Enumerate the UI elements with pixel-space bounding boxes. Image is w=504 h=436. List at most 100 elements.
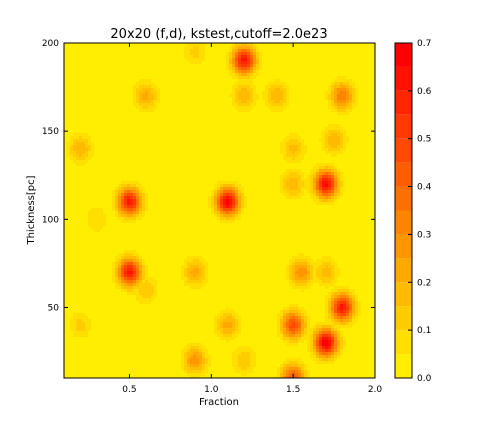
heat-cell (229, 76, 232, 79)
heat-cell (304, 136, 307, 139)
heat-cell (169, 58, 172, 61)
heat-cell (217, 157, 220, 160)
heat-cell (85, 100, 88, 103)
heat-cell (226, 91, 229, 94)
heat-cell (271, 49, 274, 52)
heat-cell (154, 73, 157, 76)
heat-cell (220, 112, 223, 115)
heat-cell (337, 109, 340, 112)
heat-cell (250, 142, 253, 145)
heat-cell (364, 139, 367, 142)
heat-cell (304, 88, 307, 91)
heat-cell (226, 70, 229, 73)
heat-cell (106, 109, 109, 112)
heat-cell (244, 85, 247, 88)
heat-cell (301, 46, 304, 49)
heat-cell (226, 46, 229, 49)
heat-cell (313, 124, 316, 127)
heat-cell (136, 160, 139, 163)
heat-cell (154, 169, 157, 172)
heat-cell (295, 163, 298, 166)
heat-cell (364, 160, 367, 163)
heat-cell (115, 154, 118, 157)
heat-cell (64, 148, 67, 151)
heat-cell (316, 142, 319, 145)
heat-cell (139, 88, 142, 91)
heat-cell (295, 97, 298, 100)
heat-cell (166, 151, 169, 154)
heat-cell (295, 106, 298, 109)
heat-cell (148, 139, 151, 142)
heat-cell (301, 43, 304, 46)
heat-cell (121, 70, 124, 73)
heat-cell (166, 169, 169, 172)
heat-cell (73, 184, 76, 187)
heat-cell (310, 163, 313, 166)
heat-cell (196, 160, 199, 163)
heat-cell (301, 67, 304, 70)
heat-cell (370, 184, 373, 187)
heat-cell (118, 142, 121, 145)
heat-cell (85, 139, 88, 142)
heat-cell (271, 178, 274, 181)
heat-cell (79, 184, 82, 187)
heat-cell (349, 112, 352, 115)
heat-cell (304, 112, 307, 115)
heat-cell (325, 166, 328, 169)
heat-cell (205, 127, 208, 130)
heat-cell (241, 127, 244, 130)
heat-cell (304, 184, 307, 187)
heat-cell (355, 79, 358, 82)
heat-cell (301, 79, 304, 82)
heat-cell (328, 43, 331, 46)
heat-cell (259, 76, 262, 79)
heat-cell (271, 70, 274, 73)
heat-cell (229, 109, 232, 112)
heat-cell (88, 91, 91, 94)
heat-cell (175, 148, 178, 151)
heat-cell (265, 46, 268, 49)
heat-cell (289, 157, 292, 160)
heat-cell (163, 52, 166, 55)
heat-cell (145, 157, 148, 160)
heat-cell (184, 73, 187, 76)
heat-cell (169, 55, 172, 58)
heat-cell (241, 46, 244, 49)
heat-cell (199, 58, 202, 61)
heat-cell (337, 103, 340, 106)
heat-cell (217, 169, 220, 172)
heat-cell (118, 169, 121, 172)
heat-cell (100, 148, 103, 151)
heat-cell (328, 166, 331, 169)
heat-cell (148, 85, 151, 88)
heat-cell (64, 139, 67, 142)
heat-cell (340, 127, 343, 130)
heat-cell (208, 157, 211, 160)
heat-cell (247, 70, 250, 73)
heat-cell (88, 100, 91, 103)
heat-cell (136, 178, 139, 181)
heat-cell (94, 73, 97, 76)
heat-cell (268, 46, 271, 49)
heat-cell (205, 76, 208, 79)
heat-cell (364, 88, 367, 91)
heat-cell (211, 172, 214, 175)
heat-cell (118, 157, 121, 160)
heat-cell (259, 130, 262, 133)
heat-cell (166, 106, 169, 109)
heat-cell (79, 121, 82, 124)
heat-cell (106, 70, 109, 73)
heat-cell (313, 106, 316, 109)
heat-cell (121, 163, 124, 166)
heat-cell (82, 73, 85, 76)
heat-cell (253, 46, 256, 49)
heat-cell (304, 82, 307, 85)
heat-cell (136, 139, 139, 142)
heat-cell (130, 67, 133, 70)
heat-cell (355, 127, 358, 130)
heat-cell (157, 115, 160, 118)
heat-cell (199, 61, 202, 64)
heat-cell (352, 106, 355, 109)
heat-cell (316, 124, 319, 127)
heat-cell (316, 121, 319, 124)
